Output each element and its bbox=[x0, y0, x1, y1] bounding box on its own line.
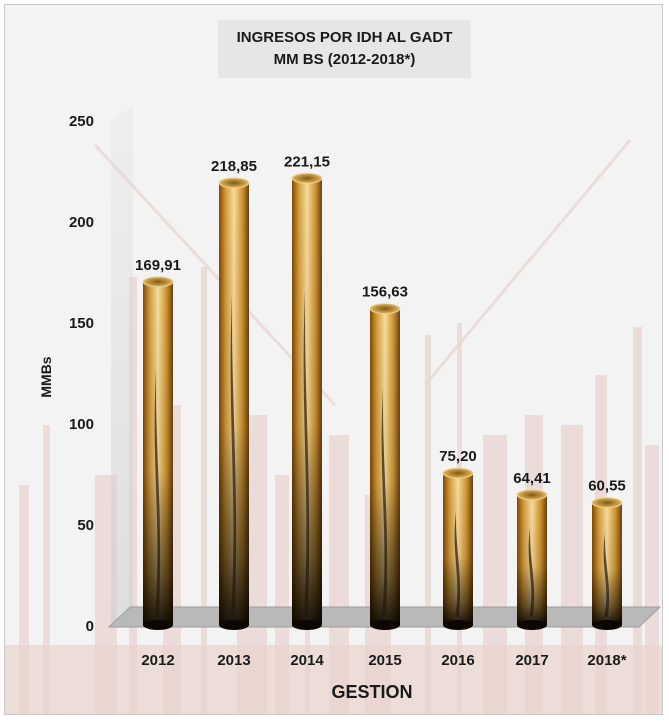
bar-chart: 0 50 100 150 200 250 MMBs GESTION 169,91 2012 218… bbox=[38, 106, 662, 702]
x-axis-label: GESTION bbox=[331, 682, 412, 702]
bar-2017 bbox=[516, 489, 548, 630]
y-tick-label: 200 bbox=[69, 214, 94, 231]
x-tick-label: 2017 bbox=[515, 652, 548, 669]
y-tick-label: 50 bbox=[77, 517, 94, 534]
chart-title: INGRESOS POR IDH AL GADT bbox=[236, 29, 453, 46]
x-tick-label: 2013 bbox=[217, 652, 250, 669]
x-tick-label: 2012 bbox=[141, 652, 174, 669]
chart-title-box: INGRESOS POR IDH AL GADT MM BS (2012-201… bbox=[218, 20, 471, 78]
x-tick-label: 2015 bbox=[368, 652, 401, 669]
y-axis-label: MMBs bbox=[38, 356, 54, 397]
bar-2013 bbox=[218, 177, 250, 630]
bar-value-label: 218,85 bbox=[211, 158, 257, 175]
y-tick-label: 150 bbox=[69, 315, 94, 332]
bar-value-label: 169,91 bbox=[135, 257, 181, 274]
bar-2018 bbox=[591, 497, 623, 630]
x-tick-label: 2016 bbox=[441, 652, 474, 669]
bar-2012 bbox=[142, 276, 174, 630]
bar-2016 bbox=[442, 467, 474, 630]
bar-value-label: 60,55 bbox=[588, 478, 626, 495]
y-tick-label: 100 bbox=[69, 416, 94, 433]
chart-frame: INGRESOS POR IDH AL GADT MM BS (2012-201… bbox=[4, 4, 663, 715]
bar-value-label: 156,63 bbox=[362, 284, 408, 301]
bar-value-label: 75,20 bbox=[439, 448, 477, 465]
bar-value-label: 221,15 bbox=[284, 153, 330, 170]
x-tick-label: 2014 bbox=[290, 652, 324, 669]
x-tick-label: 2018* bbox=[587, 652, 626, 669]
chart-subtitle: MM BS (2012-2018*) bbox=[273, 51, 416, 68]
bar-value-label: 64,41 bbox=[513, 470, 551, 487]
y-tick-label: 0 bbox=[86, 618, 94, 635]
y-tick-label: 250 bbox=[69, 113, 94, 130]
bar-2014 bbox=[291, 172, 323, 630]
bar-2015 bbox=[369, 303, 401, 630]
